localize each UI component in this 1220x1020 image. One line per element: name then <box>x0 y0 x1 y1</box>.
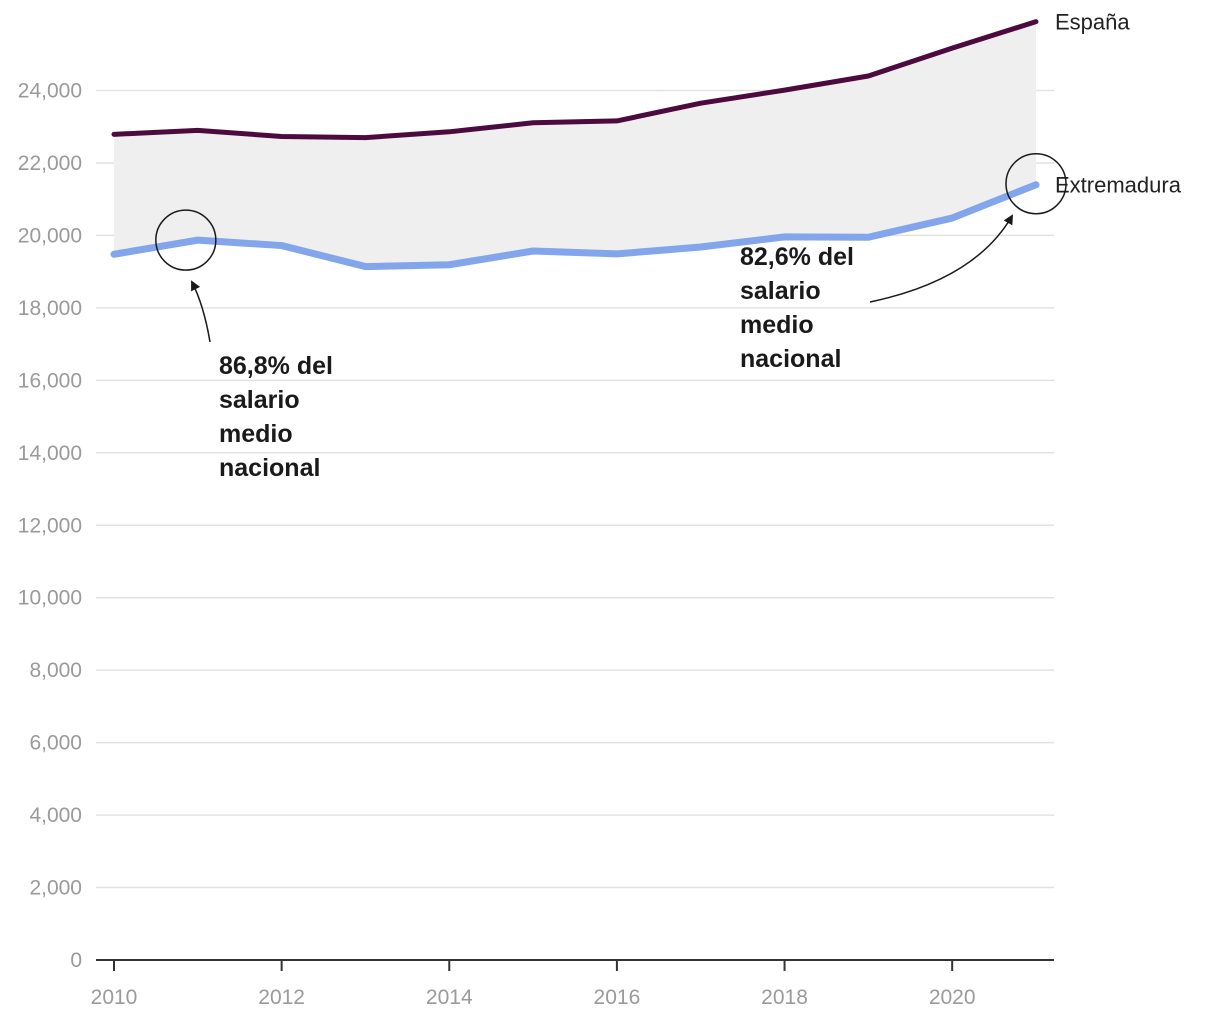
x-tick-label: 2018 <box>761 986 808 1009</box>
y-tick-label: 0 <box>70 949 82 972</box>
annotation-arrow <box>869 214 1014 303</box>
annotation-line: 82,6% del <box>740 243 854 271</box>
y-tick-label: 2,000 <box>29 877 82 900</box>
gap-fill-area <box>114 21 1036 267</box>
annotation-line: salario <box>219 386 300 414</box>
annotation-line: 86,8% del <box>219 352 333 380</box>
annotation-circle <box>155 209 217 271</box>
gap-area <box>114 21 1036 267</box>
axes: 0 2,000 4,000 6,000 8,000 10,000 12,000 14,000 1… <box>18 80 1054 1009</box>
y-tick-label: 12,000 <box>18 514 82 537</box>
annotation-line: nacional <box>740 345 841 373</box>
annotation-line: salario <box>740 277 821 305</box>
annotation-text: 86,8% del salario medio nacional <box>219 352 333 482</box>
x-tick-label: 2020 <box>929 986 976 1009</box>
annotation-line: nacional <box>219 454 320 482</box>
series-line-extremadura <box>110 181 1040 271</box>
x-tick-label: 2014 <box>426 986 473 1009</box>
annotation-circle <box>1005 152 1067 215</box>
annotation-text: 82,6% del salario medio nacional <box>740 243 854 373</box>
y-tick-label: 20,000 <box>18 224 82 247</box>
y-tick-label: 6,000 <box>29 732 82 755</box>
series-lines: España Extremadura <box>110 10 1182 271</box>
y-tick-label: 18,000 <box>18 297 82 320</box>
annotation-arrow <box>191 280 211 343</box>
annotation-line: medio <box>219 420 293 448</box>
x-tick-label: 2016 <box>594 986 641 1009</box>
y-tick-label: 10,000 <box>18 587 82 610</box>
x-tick-label: 2010 <box>91 986 138 1009</box>
annotation-line: medio <box>740 311 814 339</box>
annotations: 86,8% del salario medio nacional 82,6% del sa… <box>155 152 1067 482</box>
y-tick-label: 8,000 <box>29 659 82 682</box>
series-line-espana <box>111 19 1039 141</box>
x-tick-label: 2012 <box>258 986 305 1009</box>
y-tick-label: 14,000 <box>18 442 82 465</box>
y-tick-label: 24,000 <box>18 80 82 103</box>
y-tick-label: 22,000 <box>18 152 82 175</box>
y-tick-label: 4,000 <box>29 804 82 827</box>
series-label-espana: España <box>1055 10 1130 35</box>
series-label-extremadura: Extremadura <box>1055 173 1182 198</box>
y-tick-label: 16,000 <box>18 369 82 392</box>
